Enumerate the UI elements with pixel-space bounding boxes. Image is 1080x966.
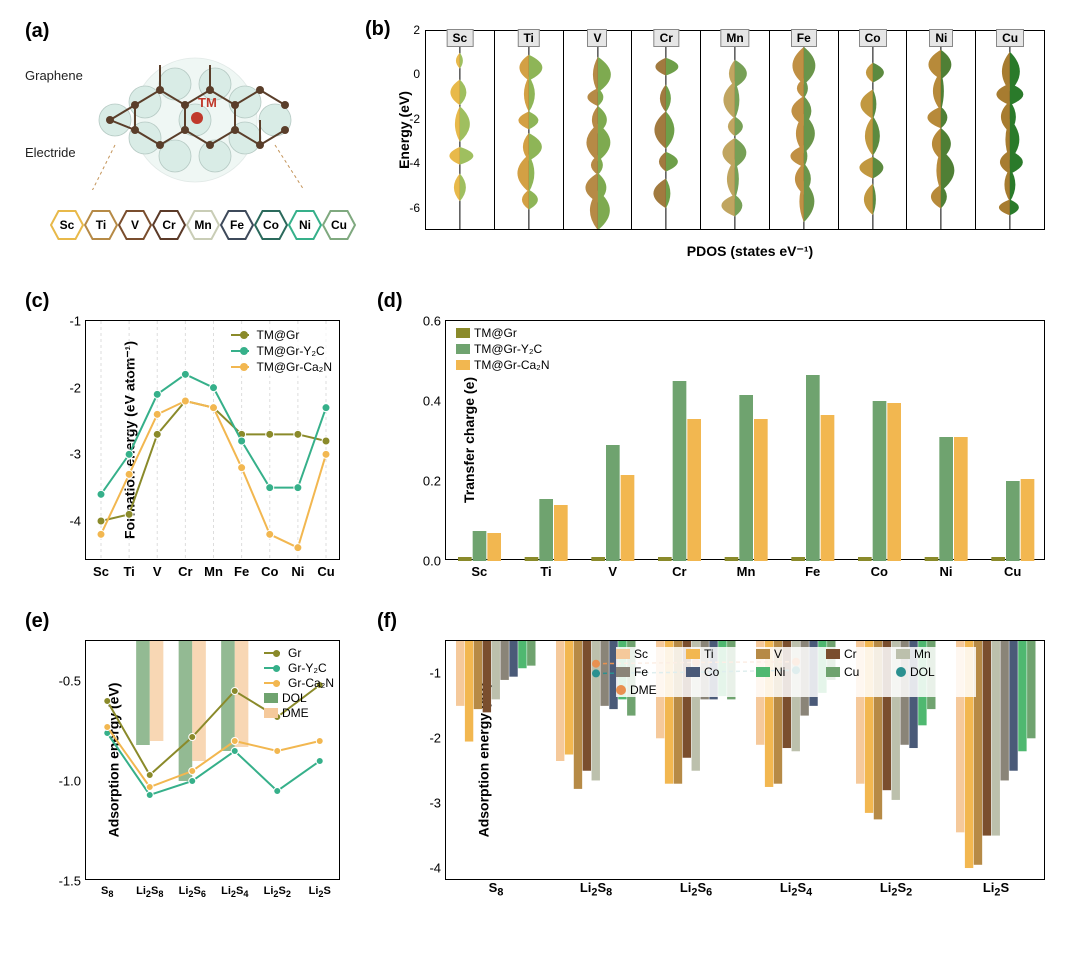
panel-e-legend: GrGr-Y₂CGr-Ca₂NDOLDME	[264, 646, 334, 720]
pdos-col-cu: Cu	[976, 30, 1045, 230]
hex-co: Co	[254, 210, 288, 240]
hex-cr: Cr	[152, 210, 186, 240]
panel-b-xlabel: PDOS (states eV⁻¹)	[687, 243, 813, 260]
tm-structure-diagram: Graphene Electride TM	[65, 50, 325, 190]
panel-b: (b) Energy (eV) 20-2-4-6 ScTiVCrMnFeCoNi…	[370, 20, 1060, 270]
pdos-col-ti: Ti	[495, 30, 564, 230]
panel-d-chart: Transfer charge (e) TM@GrTM@Gr-Y₂CTM@Gr-…	[445, 320, 1045, 560]
panel-c-label: (c)	[25, 290, 49, 313]
pdos-col-cr: Cr	[632, 30, 701, 230]
anno-graphene: Graphene	[25, 68, 83, 83]
anno-electride: Electride	[25, 145, 76, 160]
pdos-row: ScTiVCrMnFeCoNiCu	[425, 30, 1045, 230]
panel-f-label: (f)	[377, 610, 397, 633]
panel-e-label: (e)	[25, 610, 49, 633]
panel-a: (a)	[25, 20, 345, 270]
panel-b-y-axis: Energy (eV) 20-2-4-6	[370, 30, 425, 230]
pdos-col-mn: Mn	[701, 30, 770, 230]
panel-c-legend: TM@GrTM@Gr-Y₂CTM@Gr-Ca₂N	[229, 326, 335, 376]
panel-f-legend: ScTiVCrMnFeCoNiCuDOLDME	[616, 647, 976, 697]
panel-c-chart: Formation energy (eV atom⁻¹) TM@GrTM@Gr-…	[85, 320, 340, 560]
hex-mn: Mn	[186, 210, 220, 240]
hex-cu: Cu	[322, 210, 356, 240]
pdos-col-fe: Fe	[770, 30, 839, 230]
hex-ni: Ni	[288, 210, 322, 240]
panel-a-label: (a)	[25, 20, 49, 43]
panel-f-chart: Adsorption energy (eV) ScTiVCrMnFeCoNiCu…	[445, 640, 1045, 880]
panel-d-legend: TM@GrTM@Gr-Y₂CTM@Gr-Ca₂N	[456, 326, 550, 372]
pdos-col-co: Co	[839, 30, 908, 230]
hex-fe: Fe	[220, 210, 254, 240]
hex-sc: Sc	[50, 210, 84, 240]
hex-v: V	[118, 210, 152, 240]
element-hex-row: ScTiVCrMnFeCoNiCu	[50, 210, 356, 240]
hex-ti: Ti	[84, 210, 118, 240]
panel-e-chart: Adsorption energy (eV) GrGr-Y₂CGr-Ca₂NDO…	[85, 640, 340, 880]
anno-tm: TM	[198, 95, 217, 110]
pdos-col-sc: Sc	[425, 30, 495, 230]
pdos-col-v: V	[564, 30, 633, 230]
panel-d-label: (d)	[377, 290, 403, 313]
pdos-col-ni: Ni	[907, 30, 976, 230]
